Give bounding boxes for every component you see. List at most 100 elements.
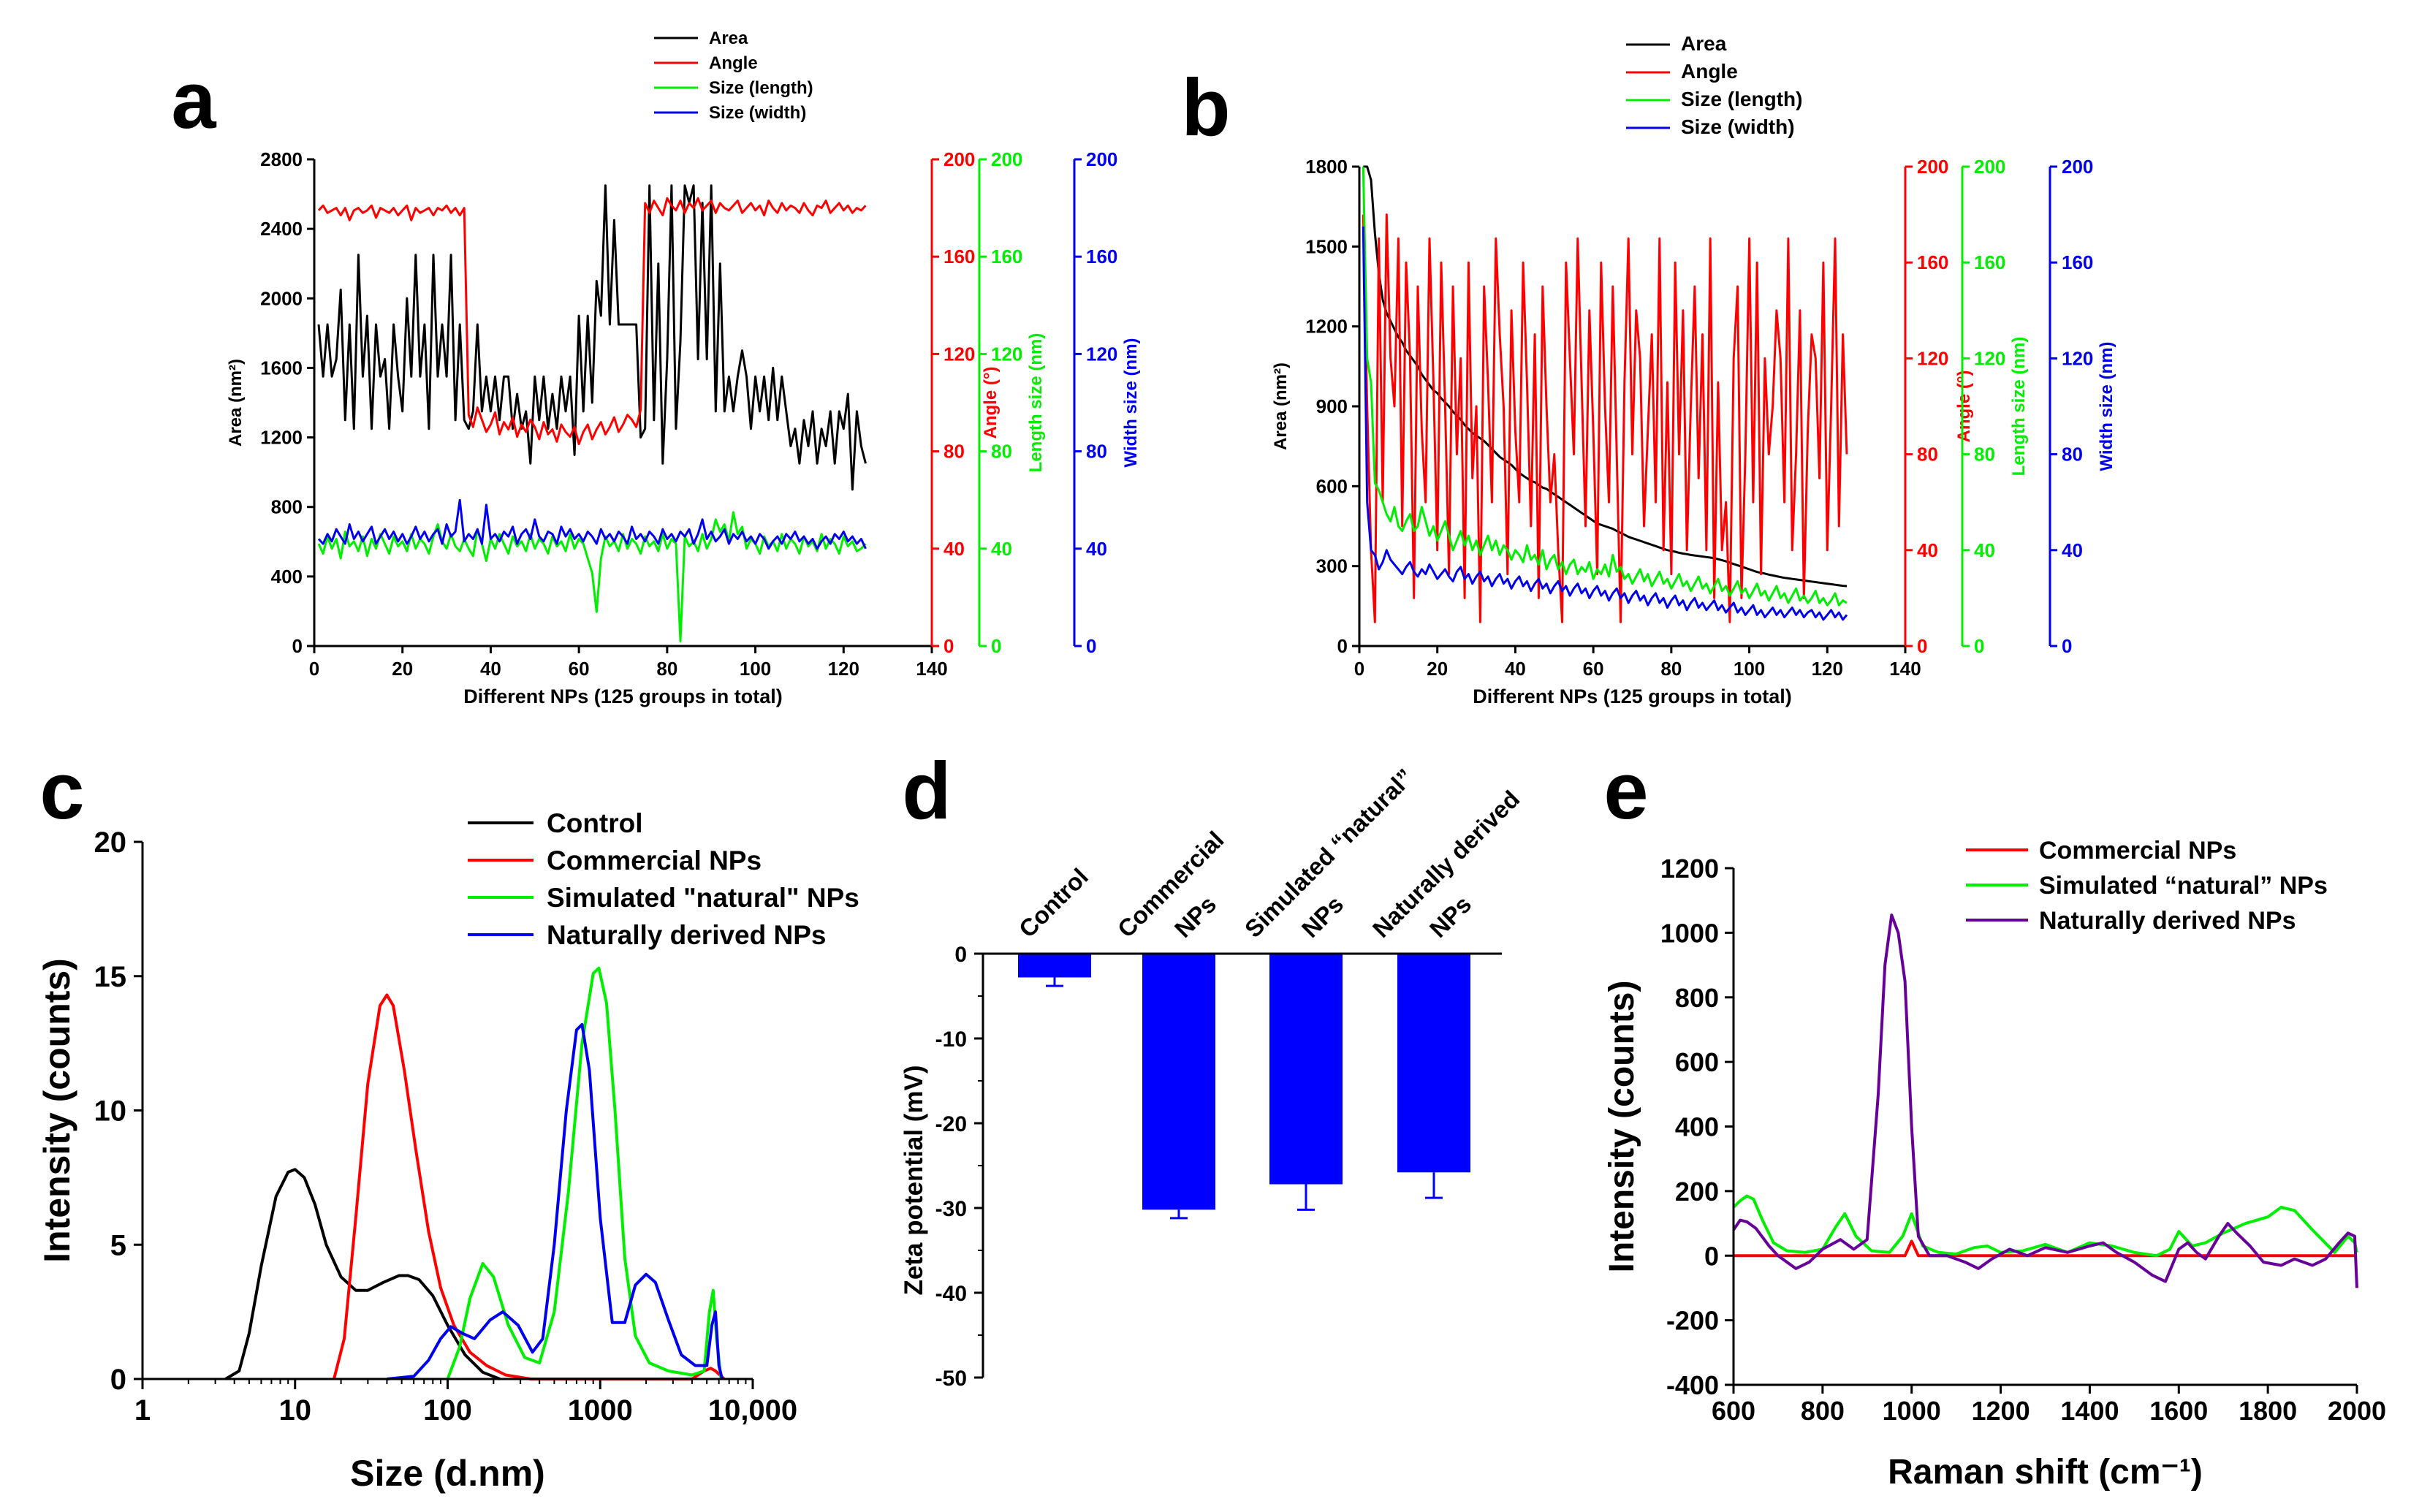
series-angle <box>317 197 867 446</box>
category-label: Control <box>1014 863 1093 943</box>
width-tick-label: 120 <box>1086 343 1117 365</box>
y-tick-label: 20 <box>94 827 127 859</box>
width-tick-label: 80 <box>2062 444 2083 466</box>
series-size-length <box>317 511 867 642</box>
width-tick-label: 80 <box>1086 441 1107 463</box>
area-axis-title: Area (nm²) <box>226 359 246 447</box>
length-tick-label: 40 <box>1974 539 1995 561</box>
y-axis-title: Zeta potential (mV) <box>900 1065 928 1295</box>
width-tick-label: 40 <box>2062 539 2083 561</box>
x-tick-label: 800 <box>1801 1396 1845 1426</box>
angle-tick-label: 120 <box>943 343 975 365</box>
legend-label-commercial-nps: Commercial NPs <box>547 846 762 875</box>
y-tick-label: -30 <box>935 1197 967 1221</box>
area-tick-label: 300 <box>1316 555 1348 577</box>
area-tick-label: 600 <box>1316 475 1348 497</box>
panel-e: e -400 -200 0 200 400 600 800 1000 1200 600 800 1000… <box>1603 746 2386 1492</box>
legend-label-commercial-nps: Commercial NPs <box>2039 837 2236 865</box>
series-area <box>1363 165 1848 588</box>
x-tick-label: 10,000 <box>708 1394 797 1426</box>
x-tick-label: 100 <box>423 1394 472 1426</box>
angle-tick-label: 80 <box>1917 444 1938 466</box>
length-tick-label: 0 <box>991 635 1001 657</box>
x-axis-title: Different NPs (125 groups in total) <box>1473 685 1792 707</box>
length-axis-title: Length size (nm) <box>1026 333 1046 473</box>
area-tick-label: 0 <box>1337 635 1348 657</box>
y-axis-title: Intensity (counts) <box>37 958 77 1263</box>
length-tick-label: 200 <box>991 148 1022 170</box>
panel-a: a Area Angle Size (length) Size (width) 0 20 40… <box>171 29 1141 707</box>
y-tick-label: 800 <box>1675 983 1719 1013</box>
x-tick-label: 0 <box>309 658 319 680</box>
series-angle <box>1362 213 1848 623</box>
angle-tick-label: 200 <box>943 148 975 170</box>
area-axis-title: Area (nm²) <box>1271 362 1291 450</box>
angle-axis-title: Angle (°) <box>981 367 1001 439</box>
legend-label-control: Control <box>547 808 643 838</box>
length-tick-label: 160 <box>991 246 1022 267</box>
panel-letter: c <box>39 746 84 836</box>
legend-label-size-width: Size (width) <box>709 103 806 123</box>
length-tick-label: 80 <box>991 441 1012 463</box>
angle-tick-label: 200 <box>1917 156 1948 178</box>
y-tick-label: -200 <box>1666 1306 1719 1336</box>
angle-axis-title: Angle (°) <box>1954 371 1974 443</box>
panel-letter: b <box>1181 63 1230 153</box>
legend-label-simulated-natural-nps: Simulated "natural" NPs <box>547 883 859 913</box>
x-tick-label: 60 <box>1583 658 1604 680</box>
legend-label-naturally-derived-nps: Naturally derived NPs <box>547 920 826 950</box>
y-tick-label: 1200 <box>1660 854 1719 884</box>
panel-letter: a <box>171 56 216 145</box>
area-tick-label: 1200 <box>1305 316 1348 338</box>
x-tick-label: 80 <box>1660 658 1682 680</box>
series-size-length <box>1362 166 1848 607</box>
legend-label-size-length: Size (length) <box>1681 88 1802 110</box>
angle-tick-label: 160 <box>1917 251 1948 273</box>
x-tick-label: 140 <box>916 658 947 680</box>
panel-b: b Area Angle Size (length) Size (width) 0 20 40… <box>1181 32 2116 707</box>
category-label: NPs <box>1296 890 1349 943</box>
series-area <box>317 184 867 491</box>
bar-naturally-derived-nps <box>1397 954 1470 1173</box>
y-tick-label: 0 <box>110 1364 126 1396</box>
angle-tick-label: 0 <box>1917 635 1927 657</box>
x-tick-label: 100 <box>740 658 771 680</box>
length-tick-label: 160 <box>1974 251 2005 273</box>
x-tick-label: 0 <box>1354 658 1364 680</box>
area-tick-label: 400 <box>271 566 303 588</box>
x-tick-label: 100 <box>1734 658 1765 680</box>
width-tick-label: 120 <box>2062 347 2093 369</box>
angle-tick-label: 40 <box>943 538 965 560</box>
length-tick-label: 200 <box>1974 156 2005 178</box>
series-commercial-nps <box>1734 1239 2357 1258</box>
area-tick-label: 1600 <box>260 357 303 379</box>
x-axis-title: Raman shift (cm⁻¹) <box>1888 1453 2203 1492</box>
width-tick-label: 200 <box>1086 148 1117 170</box>
y-tick-label: 200 <box>1675 1177 1719 1207</box>
y-tick-label: 1000 <box>1660 918 1719 948</box>
width-tick-label: 40 <box>1086 538 1107 560</box>
width-tick-label: 0 <box>1086 635 1096 657</box>
length-tick-label: 120 <box>1974 347 2005 369</box>
x-tick-label: 60 <box>569 658 590 680</box>
area-tick-label: 800 <box>271 496 303 518</box>
panel-letter: e <box>1603 746 1648 836</box>
x-tick-label: 1000 <box>568 1394 633 1426</box>
series-naturally-derived-nps <box>1732 913 2358 1288</box>
y-tick-label: 15 <box>94 961 127 993</box>
x-tick-label: 1000 <box>1883 1396 1941 1426</box>
y-tick-label: 0 <box>954 943 967 967</box>
panel-d: d 0 -10 -20 -30 -40 -50 Zeta potential (mV) Cont… <box>900 746 1525 1391</box>
y-tick-label: 10 <box>94 1095 127 1128</box>
angle-tick-label: 160 <box>943 246 975 267</box>
angle-tick-label: 120 <box>1917 347 1948 369</box>
legend-label-angle: Angle <box>1681 60 1738 83</box>
length-tick-label: 120 <box>991 343 1022 365</box>
x-tick-label: 1 <box>134 1394 151 1426</box>
series-commercial-nps <box>333 993 726 1380</box>
legend-label-angle: Angle <box>709 53 758 73</box>
x-tick-label: 2000 <box>2328 1396 2386 1426</box>
width-axis-title: Width size (nm) <box>2097 341 2116 471</box>
area-tick-label: 2800 <box>260 148 303 170</box>
y-tick-label: 0 <box>1704 1241 1719 1271</box>
